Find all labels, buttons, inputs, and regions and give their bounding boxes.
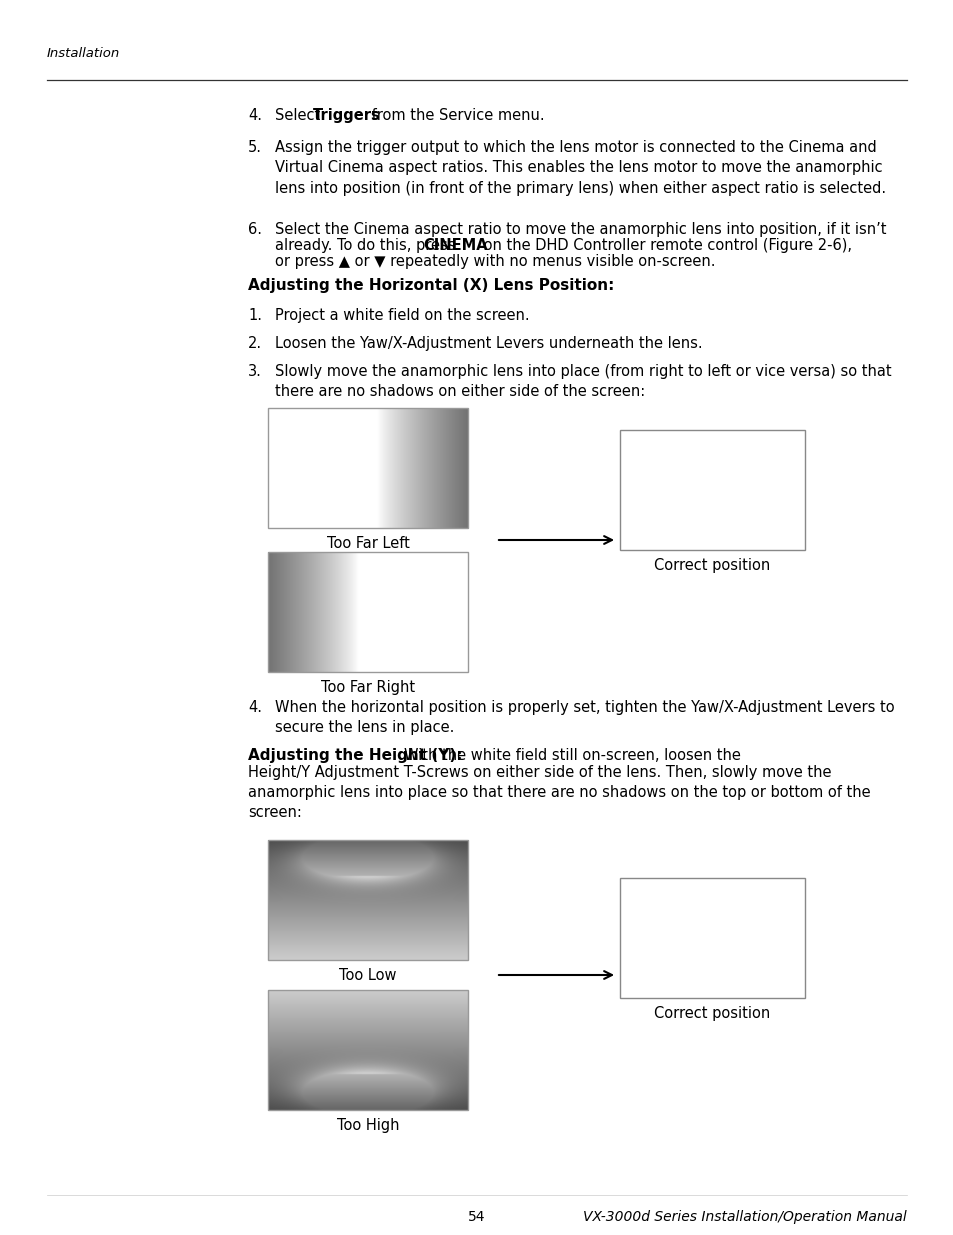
Text: 6.: 6. (248, 222, 262, 237)
Text: Triggers: Triggers (313, 107, 380, 124)
Text: Loosen the Yaw/X-Adjustment Levers underneath the lens.: Loosen the Yaw/X-Adjustment Levers under… (274, 336, 702, 351)
Text: Slowly move the anamorphic lens into place (from right to left or vice versa) so: Slowly move the anamorphic lens into pla… (274, 364, 891, 399)
Text: on the DHD Controller remote control (Figure 2-6),: on the DHD Controller remote control (Fi… (478, 238, 851, 253)
Text: Correct position: Correct position (654, 558, 770, 573)
Text: Select: Select (274, 107, 325, 124)
Bar (619, 878, 804, 998)
Text: Too Low: Too Low (339, 968, 396, 983)
Text: With the white field still on-screen, loosen the: With the white field still on-screen, lo… (403, 748, 740, 763)
Bar (268, 408, 468, 529)
Text: Too Far Left: Too Far Left (326, 536, 409, 551)
Bar (268, 840, 468, 960)
Text: Adjusting the Horizontal (X) Lens Position:: Adjusting the Horizontal (X) Lens Positi… (248, 278, 614, 293)
Text: CINEMA: CINEMA (422, 238, 487, 253)
Text: or press ▲ or ▼ repeatedly with no menus visible on-screen.: or press ▲ or ▼ repeatedly with no menus… (274, 254, 715, 269)
Bar (619, 430, 804, 550)
Text: Too Far Right: Too Far Right (320, 680, 415, 695)
Text: Too High: Too High (336, 1118, 399, 1132)
Text: Height/Y Adjustment T-Screws on either side of the lens. Then, slowly move the
a: Height/Y Adjustment T-Screws on either s… (248, 764, 870, 820)
Text: already. To do this, press: already. To do this, press (274, 238, 459, 253)
Text: 4.: 4. (248, 700, 262, 715)
Bar (268, 552, 468, 672)
Text: 5.: 5. (248, 140, 262, 156)
Bar (268, 990, 468, 1110)
Text: from the Service menu.: from the Service menu. (367, 107, 544, 124)
Text: 3.: 3. (248, 364, 262, 379)
Text: 54: 54 (468, 1210, 485, 1224)
Text: Assign the trigger output to which the lens motor is connected to the Cinema and: Assign the trigger output to which the l… (274, 140, 885, 196)
Text: 4.: 4. (248, 107, 262, 124)
Text: Adjusting the Height (Y):: Adjusting the Height (Y): (248, 748, 462, 763)
Text: Project a white field on the screen.: Project a white field on the screen. (274, 308, 529, 324)
Text: 1.: 1. (248, 308, 262, 324)
Text: Select the Cinema aspect ratio to move the anamorphic lens into position, if it : Select the Cinema aspect ratio to move t… (274, 222, 885, 237)
Text: When the horizontal position is properly set, tighten the Yaw/X-Adjustment Lever: When the horizontal position is properly… (274, 700, 894, 735)
Text: Correct position: Correct position (654, 1007, 770, 1021)
Text: Installation: Installation (47, 47, 120, 61)
Text: 2.: 2. (248, 336, 262, 351)
Text: VX-3000d Series Installation/Operation Manual: VX-3000d Series Installation/Operation M… (582, 1210, 906, 1224)
